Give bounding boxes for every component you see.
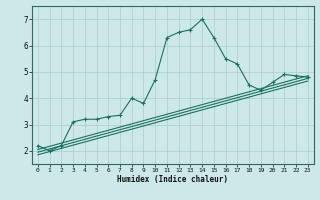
X-axis label: Humidex (Indice chaleur): Humidex (Indice chaleur) — [117, 175, 228, 184]
